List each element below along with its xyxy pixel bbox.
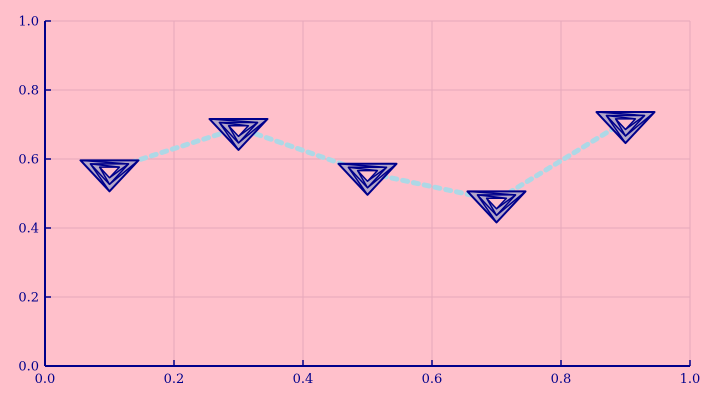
marker-point-1 bbox=[208, 117, 269, 151]
x-tick-label-0: 0.0 bbox=[35, 372, 56, 387]
marker-point-0 bbox=[79, 159, 140, 193]
markers bbox=[79, 111, 656, 224]
x-tick-label-3: 0.6 bbox=[422, 372, 443, 387]
y-tick-label-1: 0.2 bbox=[18, 291, 39, 306]
series-line-0 bbox=[107, 118, 628, 203]
y-tick-label-5: 1.0 bbox=[18, 15, 39, 30]
ticks: 0.0 0.2 0.4 0.6 0.8 1.0 0.0 0.2 0.4 0.6 0.8 1.0 bbox=[18, 15, 700, 388]
x-tick-label-2: 0.4 bbox=[293, 372, 314, 387]
y-tick-label-2: 0.4 bbox=[18, 222, 39, 237]
marker-point-3 bbox=[466, 190, 527, 224]
y-tick-label-3: 0.6 bbox=[18, 153, 39, 168]
x-tick-label-4: 0.8 bbox=[551, 372, 572, 387]
axes bbox=[44, 21, 690, 367]
x-tick-label-5: 1.0 bbox=[680, 372, 701, 387]
y-tick-label-4: 0.8 bbox=[18, 84, 39, 99]
x-tick-label-1: 0.2 bbox=[164, 372, 185, 387]
marker-point-4 bbox=[595, 111, 656, 145]
marker-point-2 bbox=[337, 162, 398, 196]
series-line bbox=[107, 118, 628, 203]
y-tick-label-0: 0.0 bbox=[18, 360, 39, 375]
